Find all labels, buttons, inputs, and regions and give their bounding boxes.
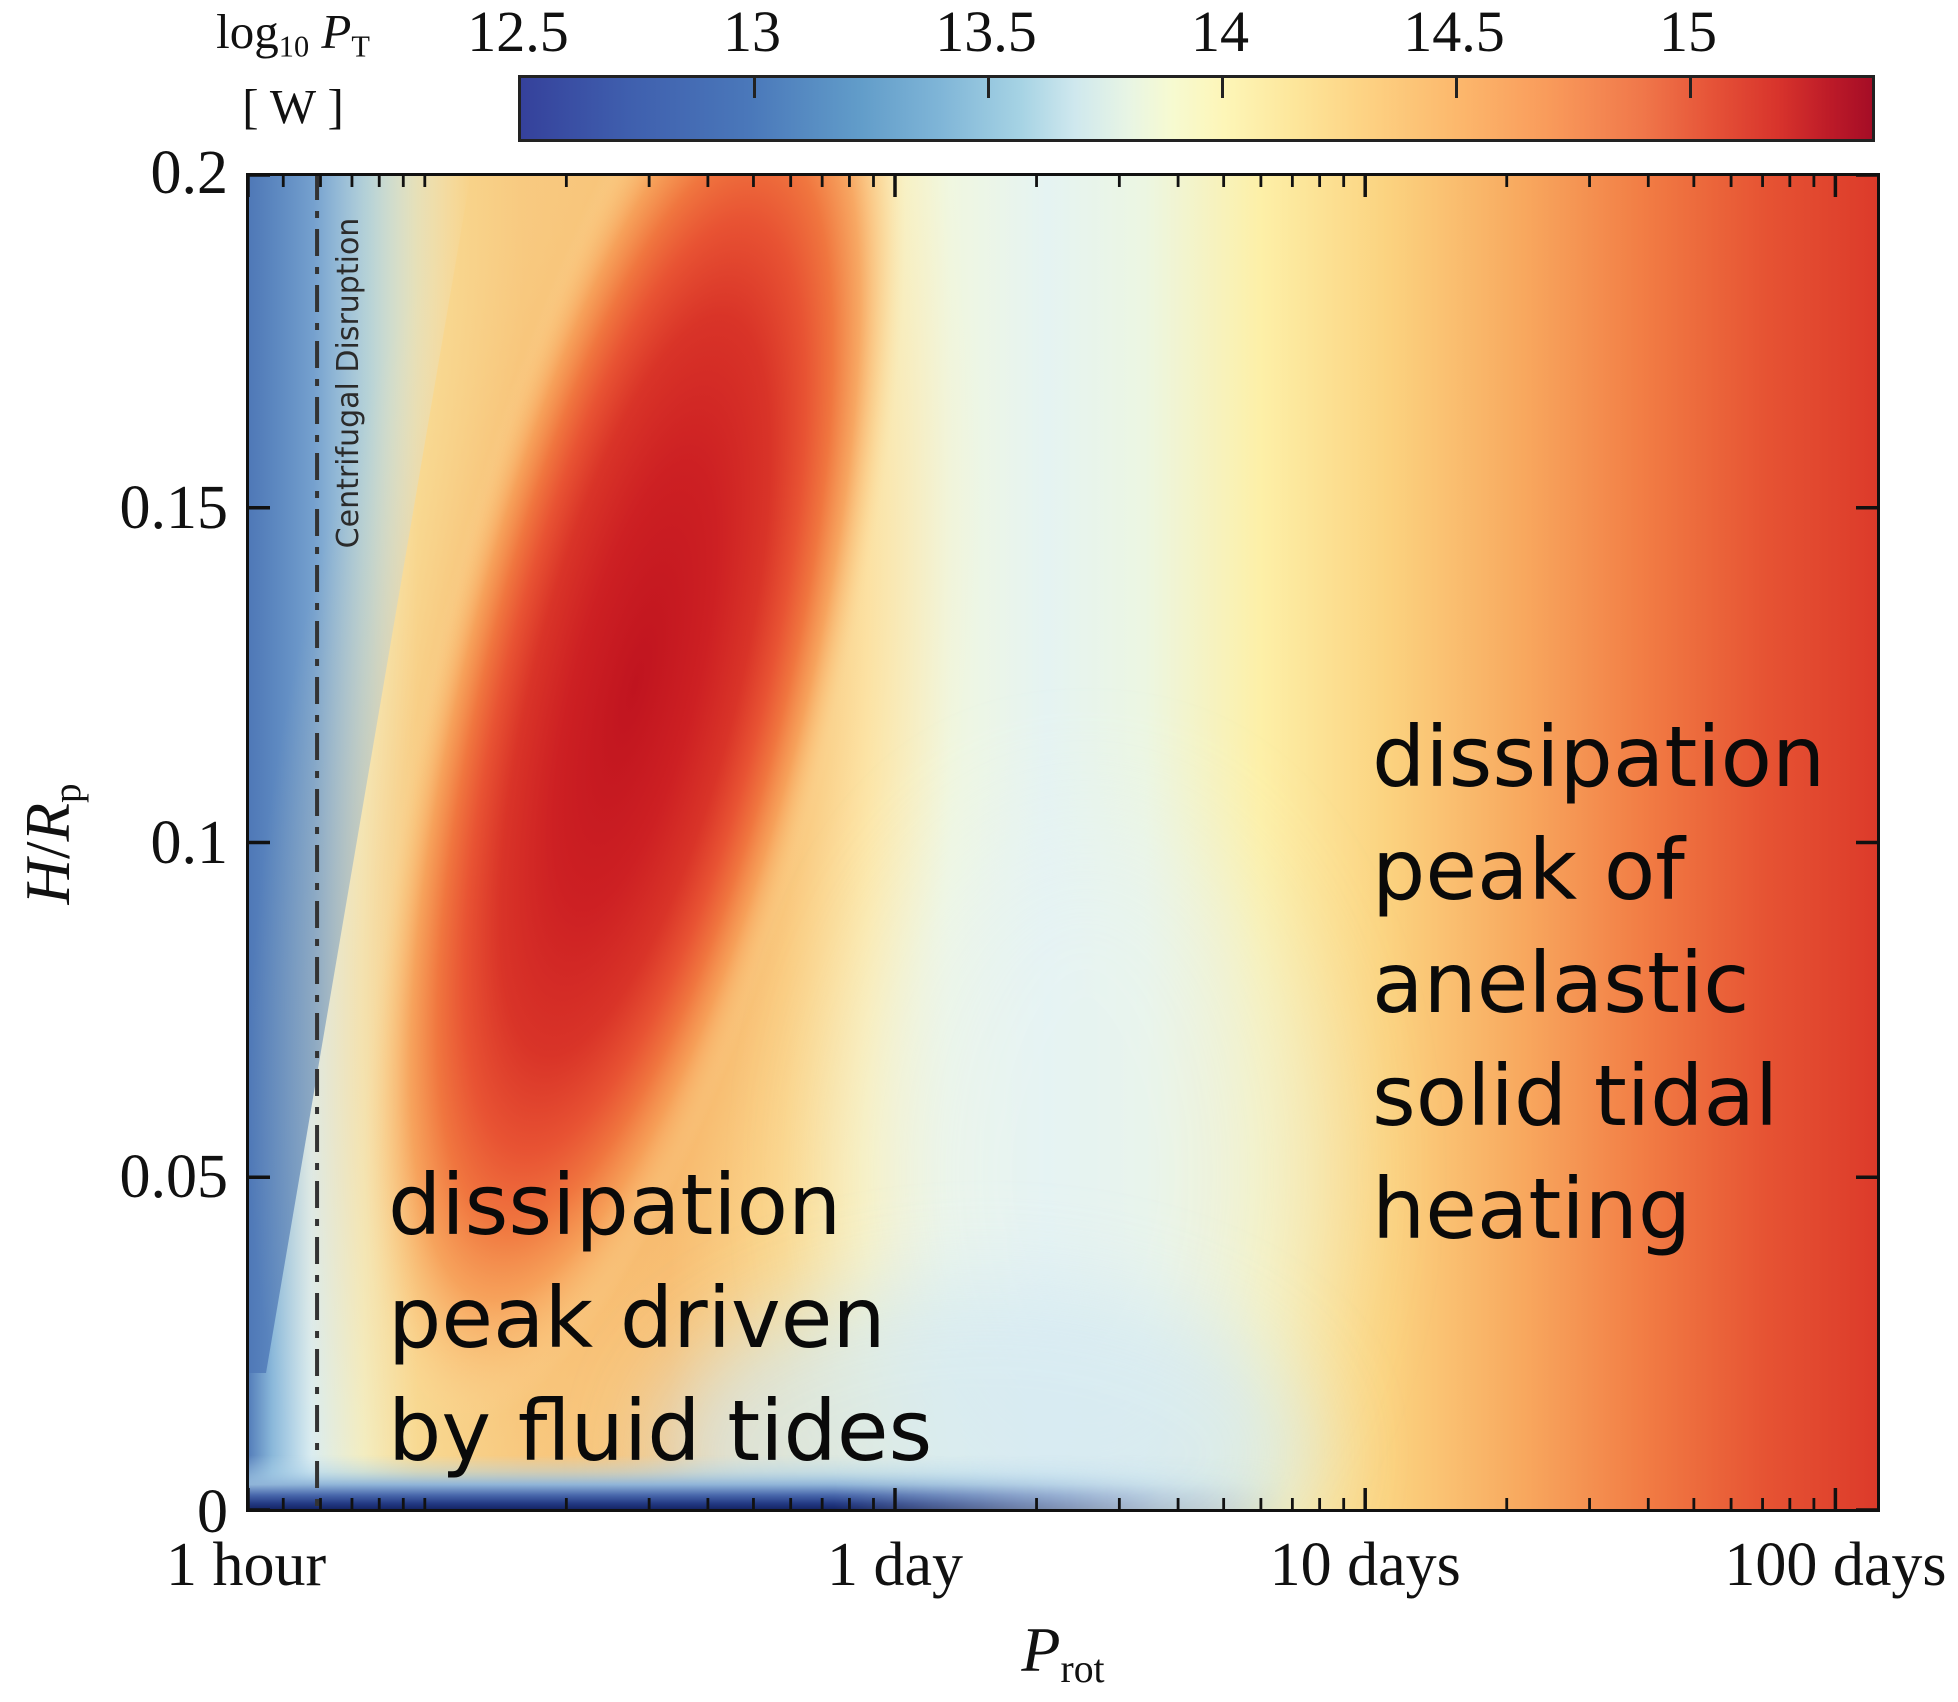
annotation-line: dissipation xyxy=(388,1156,842,1254)
x-tick-label: 1 day xyxy=(826,1531,964,1599)
colorbar xyxy=(518,75,1875,142)
fluid-tides-annotation: dissipation peak driven by fluid tides xyxy=(388,1149,932,1488)
annotation-line: by fluid tides xyxy=(388,1382,933,1480)
colorbar-tick-label: 12.5 xyxy=(467,0,569,64)
heatmap-canvas xyxy=(246,173,1880,1512)
colorbar-label: log10 PT [ W ] xyxy=(128,2,458,137)
colorbar-tick xyxy=(1689,78,1692,98)
y-axis-label: H/Rp xyxy=(13,783,89,905)
colorbar-tick-label: 13.5 xyxy=(935,0,1037,64)
x-axis-label: Prot xyxy=(1021,1614,1105,1692)
annotation-line: peak driven xyxy=(388,1269,886,1367)
colorbar-tick-label: 14.5 xyxy=(1403,0,1505,64)
colorbar-tick-label: 13 xyxy=(723,0,781,64)
heatmap-plot-area: Centrifugal Disruption dissipation peak … xyxy=(246,173,1880,1512)
y-tick-label: 0.15 xyxy=(119,473,229,542)
colorbar-tick-label: 15 xyxy=(1659,0,1717,64)
y-tick-label: 0.05 xyxy=(119,1143,229,1212)
annotation-line: solid tidal xyxy=(1372,1047,1779,1145)
annotation-line: heating xyxy=(1372,1160,1692,1258)
colorbar-units: [ W ] xyxy=(242,78,344,134)
colorbar-tick xyxy=(753,78,756,98)
x-tick-label: 1 hour xyxy=(165,1531,327,1599)
annotation-line: peak of xyxy=(1372,821,1685,919)
colorbar-label-line1: log10 PT xyxy=(216,4,370,64)
colorbar-tick-label: 14 xyxy=(1191,0,1249,64)
colorbar-tick xyxy=(1221,78,1224,98)
centrifugal-disruption-label: Centrifugal Disruption xyxy=(331,217,366,549)
colorbar-tick xyxy=(1455,78,1458,98)
y-tick-label: 0 xyxy=(197,1478,228,1546)
annotation-line: dissipation xyxy=(1372,708,1826,806)
y-tick-label: 0.1 xyxy=(150,808,229,877)
anelastic-annotation: dissipation peak of anelastic solid tida… xyxy=(1372,701,1825,1266)
y-tick-label: 0.2 xyxy=(150,139,229,207)
x-tick-label: 10 days xyxy=(1269,1531,1461,1599)
x-tick-label: 100 days xyxy=(1724,1531,1947,1599)
zero-thickness-navy-strip xyxy=(246,1455,1880,1512)
colorbar-tick xyxy=(987,78,990,98)
annotation-line: anelastic xyxy=(1372,934,1750,1032)
dissipation-minimum-bottom xyxy=(656,1278,1316,1512)
plot-border xyxy=(246,173,1880,1512)
fluid-peak-ridge xyxy=(364,173,906,1426)
